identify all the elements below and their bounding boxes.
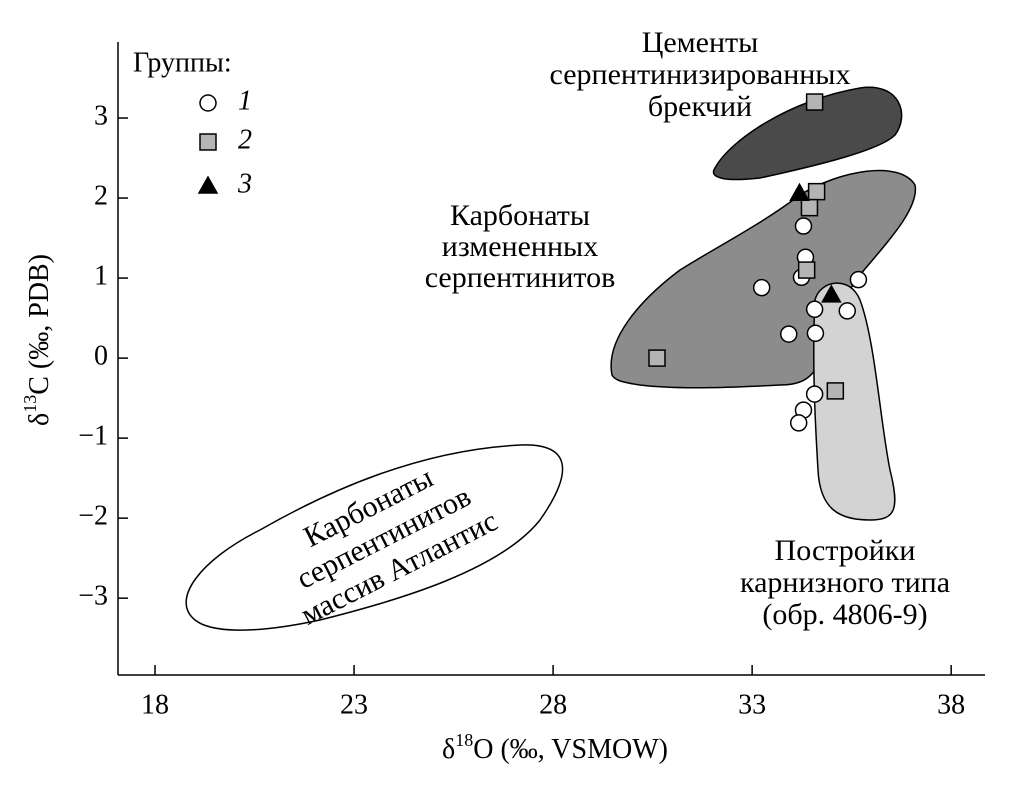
x-tick-label: 28 (539, 689, 567, 720)
y-tick-label: −3 (78, 581, 108, 612)
region-cements (712, 86, 903, 181)
point (797, 261, 816, 279)
annotation-line: серпентинизированных (550, 58, 851, 91)
annotation-line: (обр. 4806-9) (762, 598, 927, 631)
legend-title: Группы: (133, 47, 232, 78)
point (780, 325, 798, 343)
legend-marker (199, 94, 217, 112)
point (752, 278, 771, 297)
point (805, 93, 824, 111)
annotation-line: измененных (442, 230, 598, 263)
x-tick-label: 33 (738, 689, 766, 720)
annotation-line: Постройки (775, 534, 916, 567)
x-axis-label: δ18O (‰, VSMOW) (442, 730, 668, 765)
legend-label: 1 (238, 85, 252, 116)
y-tick-label: −2 (78, 501, 108, 532)
point (821, 284, 842, 303)
point (800, 198, 819, 217)
region-atlantis (185, 444, 564, 631)
point (806, 324, 825, 343)
annotation-line: Цементы (642, 26, 759, 59)
point (789, 414, 808, 432)
legend-label: 2 (238, 124, 252, 155)
y-axis-label: δ13C (‰, PDB) (20, 254, 55, 426)
point (789, 182, 810, 201)
point (805, 385, 824, 403)
point (805, 300, 824, 319)
annotation-line: брекчий (648, 90, 752, 123)
y-tick-label: 0 (94, 341, 108, 372)
x-tick-label: 38 (937, 689, 965, 720)
legend-marker (199, 133, 217, 151)
y-tick-label: 1 (94, 260, 108, 291)
point (794, 217, 813, 235)
point (807, 182, 826, 201)
y-tick-label: −1 (78, 421, 108, 452)
region-cornice (813, 282, 896, 521)
point (648, 349, 666, 367)
x-tick-label: 18 (141, 689, 169, 720)
annotation-line: Карбонаты (450, 199, 590, 232)
x-tick-label: 23 (340, 689, 368, 720)
annotation-line: карнизного типа (740, 566, 950, 599)
legend-label: 3 (237, 168, 252, 199)
y-tick-label: 2 (94, 180, 108, 211)
point (838, 302, 857, 320)
point (849, 270, 868, 289)
point (826, 382, 845, 400)
legend-marker (197, 175, 219, 194)
annotation-line: серпентинитов (425, 261, 616, 294)
y-tick-label: 3 (94, 100, 108, 131)
